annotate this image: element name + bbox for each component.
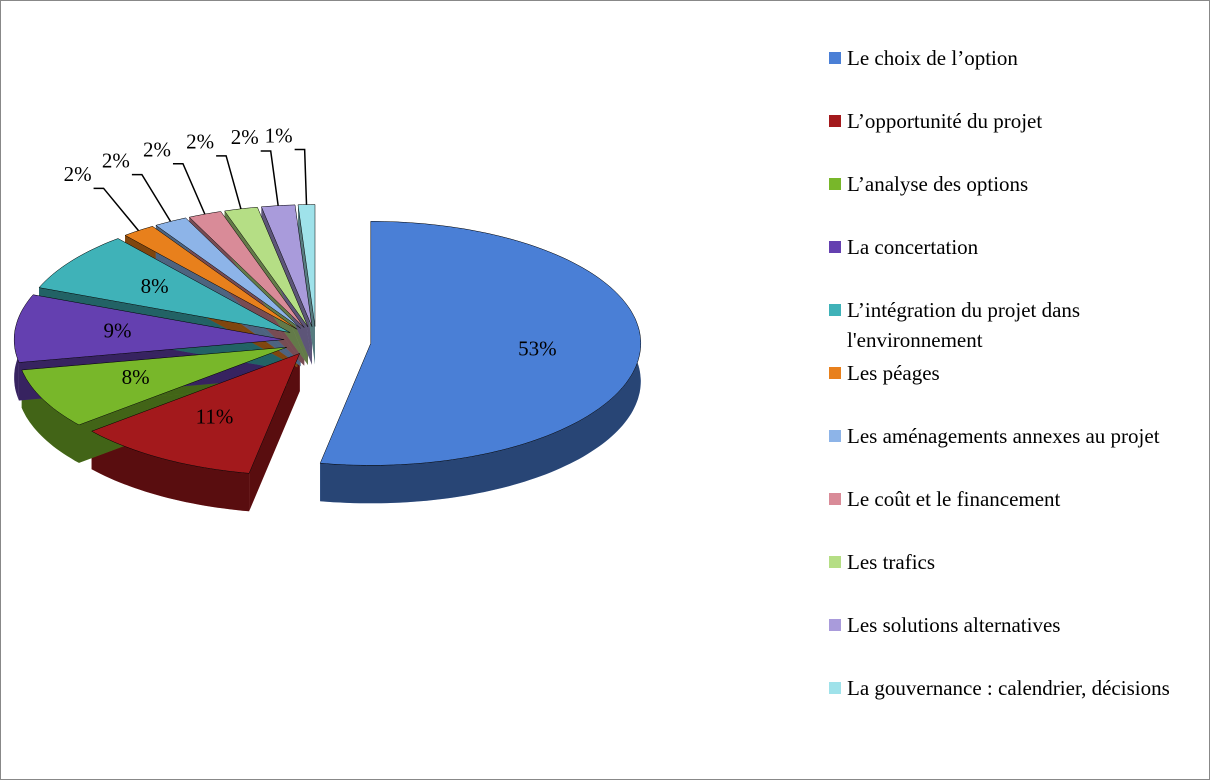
legend-swatch (829, 52, 841, 64)
leader-line (131, 173, 172, 222)
legend-item: Les aménagements annexes au projet (829, 421, 1179, 484)
legend-item: La gouvernance : calendrier, décisions (829, 673, 1179, 736)
legend-item: L’analyse des options (829, 169, 1179, 232)
legend-item: Le choix de l’option (829, 43, 1179, 106)
legend-item: La concertation (829, 232, 1179, 295)
legend-item: Le coût et le financement (829, 484, 1179, 547)
slice-side (91, 431, 250, 512)
legend-label: Le choix de l’option (847, 46, 1018, 70)
legend-swatch (829, 619, 841, 631)
leader-line (294, 148, 308, 205)
legend-label: Les péages (847, 361, 940, 385)
data-label: 2% (231, 125, 259, 149)
slice-side (298, 204, 315, 365)
legend-label: L’opportunité du projet (847, 109, 1043, 133)
legend-item: L’opportunité du projet (829, 106, 1179, 169)
data-label: 2% (64, 162, 92, 186)
legend-label: La gouvernance : calendrier, décisions (847, 676, 1170, 700)
data-label: 9% (103, 318, 131, 342)
legend-swatch (829, 430, 841, 442)
slice (124, 226, 298, 330)
legend-label: Les aménagements annexes au projet (847, 424, 1160, 448)
legend-label: L’intégration du projet dans l'environne… (847, 298, 1081, 352)
slice (319, 221, 642, 466)
legend-item: Les trafics (829, 547, 1179, 610)
slice-shade (91, 431, 250, 512)
leader-line (172, 162, 206, 215)
legend-swatch (829, 682, 841, 694)
legend-swatch (829, 493, 841, 505)
leader-line (260, 150, 279, 206)
legend-label: Les trafics (847, 550, 936, 574)
data-label: 8% (122, 365, 150, 389)
legend-swatch (829, 556, 841, 568)
data-label: 53% (518, 336, 557, 360)
slice (21, 346, 288, 426)
data-label: 11% (196, 404, 234, 428)
data-label: 8% (141, 274, 169, 298)
slice (38, 238, 291, 333)
legend-label: Le coût et le financement (847, 487, 1061, 511)
slice-shade (298, 204, 315, 365)
legend-swatch (829, 367, 841, 379)
legend-label: La concertation (847, 235, 979, 259)
legend-swatch (829, 115, 841, 127)
leader-line (216, 155, 242, 210)
legend-swatch (829, 178, 841, 190)
legend-item: L’intégration du projet dans l'environne… (829, 295, 1179, 358)
data-label: 2% (143, 138, 171, 162)
legend: Le choix de l’option L’opportunité du pro… (829, 43, 1179, 736)
legend-item: Les solutions alternatives (829, 610, 1179, 673)
leader-line (93, 187, 140, 232)
pie-area: 53%11%8%9%8%2%2% 2% 2% 2% 1% (13, 123, 642, 512)
legend-swatch (829, 304, 841, 316)
slice (91, 352, 301, 474)
legend-label: Les solutions alternatives (847, 613, 1061, 637)
data-label: 2% (102, 148, 130, 172)
legend-swatch (829, 241, 841, 253)
legend-item: Les péages (829, 358, 1179, 421)
data-label: 1% (265, 123, 293, 147)
data-label: 2% (186, 130, 214, 154)
legend-label: L’analyse des options (847, 172, 1029, 196)
slice (13, 294, 285, 363)
